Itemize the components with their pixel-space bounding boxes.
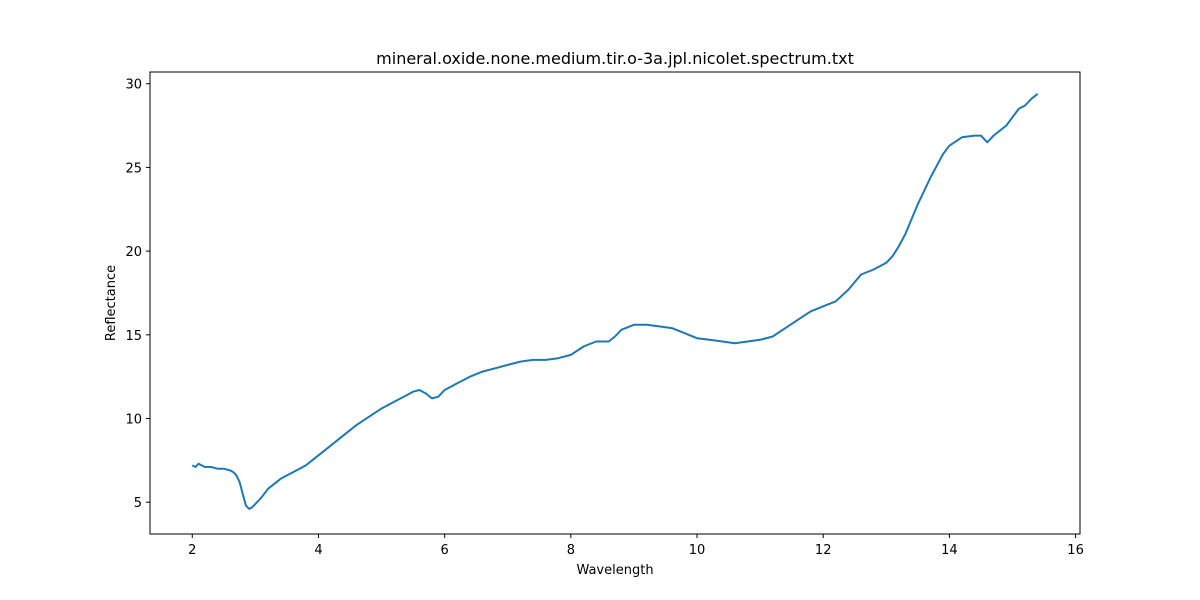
y-tick-label: 5	[134, 496, 142, 511]
x-tick-label: 8	[567, 543, 575, 558]
x-tick-label: 10	[689, 543, 706, 558]
axes-frame	[149, 71, 1081, 535]
x-tick-label: 12	[815, 543, 832, 558]
series-line	[191, 93, 1039, 510]
y-tick-label: 25	[125, 161, 142, 176]
x-tick-label: 6	[441, 543, 449, 558]
x-tick-label: 4	[314, 543, 322, 558]
x-tick-label: 14	[941, 543, 958, 558]
x-axis-label: Wavelength	[576, 563, 653, 578]
y-tick-label: 30	[125, 78, 142, 93]
y-axis-label: Reflectance	[104, 265, 119, 341]
x-tick-label: 16	[1067, 543, 1084, 558]
y-tick-label: 20	[125, 245, 142, 260]
plot-area	[191, 93, 1039, 510]
x-tick-label: 2	[188, 543, 196, 558]
y-tick-label: 15	[125, 329, 142, 344]
y-tick-label: 10	[125, 413, 142, 428]
x-axis: 2 4 6 8 10 12 14 16	[188, 534, 1084, 558]
chart-title: mineral.oxide.none.medium.tir.o-3a.jpl.n…	[376, 49, 854, 68]
y-axis: 5 10 15 20 25 30	[125, 78, 150, 511]
